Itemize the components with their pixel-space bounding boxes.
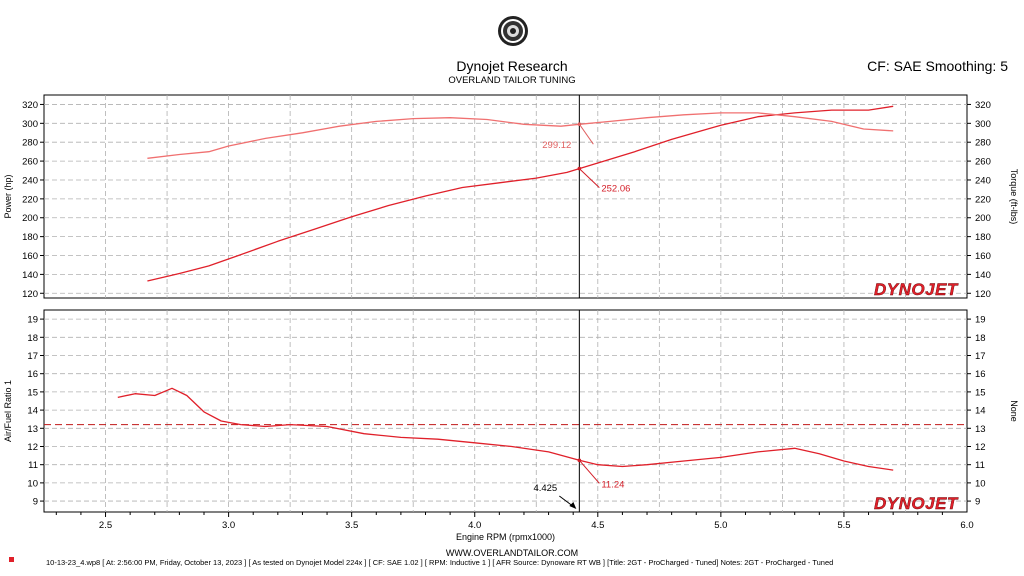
ylabel-power: Power (hp) (3, 174, 13, 218)
ytick-label-right-1-5: 14 (975, 406, 986, 417)
xtick-label-6: 5.5 (837, 520, 850, 531)
xtick-label-5: 5.0 (714, 520, 727, 531)
xtick-label-3: 4.0 (468, 520, 481, 531)
ylabel-torque: Torque (ft-lbs) (1009, 169, 1019, 225)
ytick-label-right-0-7: 260 (975, 157, 991, 168)
ytick-label-right-0-3: 180 (975, 232, 991, 243)
ytick-label-left-1-8: 17 (27, 351, 38, 362)
xtick-label-7: 6.0 (960, 520, 973, 531)
dynojet-logo-text-1: DYNOJET (874, 494, 959, 513)
run-info: 10-13-23_4.wp8 [ At: 2:56:00 PM, Friday,… (46, 558, 834, 567)
page-title: Dynojet Research (456, 58, 568, 74)
series-line-power (147, 105, 894, 282)
ytick-label-left-1-4: 13 (27, 424, 38, 435)
xtick-label-4: 4.5 (591, 520, 604, 531)
ytick-label-right-0-4: 200 (975, 213, 991, 224)
ytick-label-left-0-6: 240 (22, 175, 38, 186)
afr-annotation-label: 11.24 (601, 479, 624, 490)
ytick-label-left-1-3: 12 (27, 442, 38, 453)
torque-annotation-arrow (578, 123, 594, 145)
ytick-label-left-1-0: 9 (33, 497, 38, 508)
torque-annotation-point (577, 122, 582, 126)
ytick-label-right-1-10: 19 (975, 315, 986, 326)
power-annotation-arrow (578, 168, 600, 188)
ytick-label-right-0-0: 120 (975, 289, 991, 300)
series-line-torque (147, 112, 894, 159)
ytick-label-left-0-9: 300 (22, 119, 38, 130)
ytick-label-left-1-9: 18 (27, 333, 38, 344)
ytick-label-right-0-8: 280 (975, 138, 991, 149)
ytick-label-right-0-6: 240 (975, 175, 991, 186)
ytick-label-right-1-8: 17 (975, 351, 986, 362)
cursor-rpm-label: 4.425 (533, 483, 557, 494)
xlabel-rpm: Engine RPM (rpmx1000) (456, 532, 555, 542)
ytick-label-left-1-1: 10 (27, 478, 38, 489)
ytick-label-right-0-5: 220 (975, 194, 991, 205)
afr-annotation-arrow (578, 459, 600, 484)
ytick-label-left-0-3: 180 (22, 232, 38, 243)
plot-frame-0 (43, 94, 968, 299)
ytick-label-left-1-5: 14 (27, 406, 38, 417)
ytick-label-left-1-7: 16 (27, 369, 38, 380)
afr-annotation-point (577, 458, 582, 463)
ytick-label-left-0-8: 280 (22, 138, 38, 149)
torque-annotation-label: 299.12 (542, 140, 571, 151)
ytick-label-left-0-4: 200 (22, 213, 38, 224)
ytick-label-right-1-7: 16 (975, 369, 986, 380)
xtick-label-0: 2.5 (99, 520, 112, 531)
ytick-label-left-0-1: 140 (22, 270, 38, 281)
dynojet-logo-0: DYNOJET (874, 280, 959, 299)
ytick-label-right-1-0: 9 (975, 497, 980, 508)
settings-label: CF: SAE Smoothing: 5 (867, 58, 1008, 74)
ytick-label-left-0-10: 320 (22, 100, 38, 111)
ytick-label-left-1-6: 15 (27, 387, 38, 398)
ytick-label-right-0-2: 160 (975, 251, 991, 262)
ylabel-afr: Air/Fuel Ratio 1 (3, 380, 13, 442)
ytick-label-right-1-6: 15 (975, 387, 986, 398)
page-subtitle: OVERLAND TAILOR TUNING (448, 75, 576, 86)
ytick-label-right-1-2: 11 (975, 460, 985, 471)
legend-marker-icon (9, 557, 14, 562)
ytick-label-left-0-0: 120 (22, 289, 38, 300)
power-annotation-point (577, 166, 582, 171)
ytick-label-right-0-1: 140 (975, 270, 991, 281)
ytick-label-left-1-10: 19 (27, 315, 38, 326)
xtick-label-1: 3.0 (222, 520, 235, 531)
ytick-label-right-1-3: 12 (975, 442, 986, 453)
ytick-label-right-1-9: 18 (975, 333, 986, 344)
ytick-label-left-0-5: 220 (22, 194, 38, 205)
dynojet-logo-text-0: DYNOJET (874, 280, 959, 299)
ytick-label-left-0-7: 260 (22, 157, 38, 168)
cursor-rpm-arrowhead (569, 502, 577, 509)
plot-frame-1 (43, 309, 968, 513)
series-line-afr (117, 387, 894, 471)
ytick-label-left-1-2: 11 (28, 460, 38, 471)
dynojet-logo-1: DYNOJET (874, 494, 959, 513)
ylabel-none: None (1009, 400, 1019, 422)
ytick-label-left-0-2: 160 (22, 251, 38, 262)
ytick-label-right-1-1: 10 (975, 478, 986, 489)
ytick-label-right-1-4: 13 (975, 424, 986, 435)
footer-url: WWW.OVERLANDTAILOR.COM (445, 548, 579, 558)
ytick-label-right-0-10: 320 (975, 100, 991, 111)
power-annotation-label: 252.06 (601, 184, 630, 195)
ytick-label-right-0-9: 300 (975, 119, 991, 130)
xtick-label-2: 3.5 (345, 520, 358, 531)
dynojet-badge-icon (497, 15, 529, 47)
